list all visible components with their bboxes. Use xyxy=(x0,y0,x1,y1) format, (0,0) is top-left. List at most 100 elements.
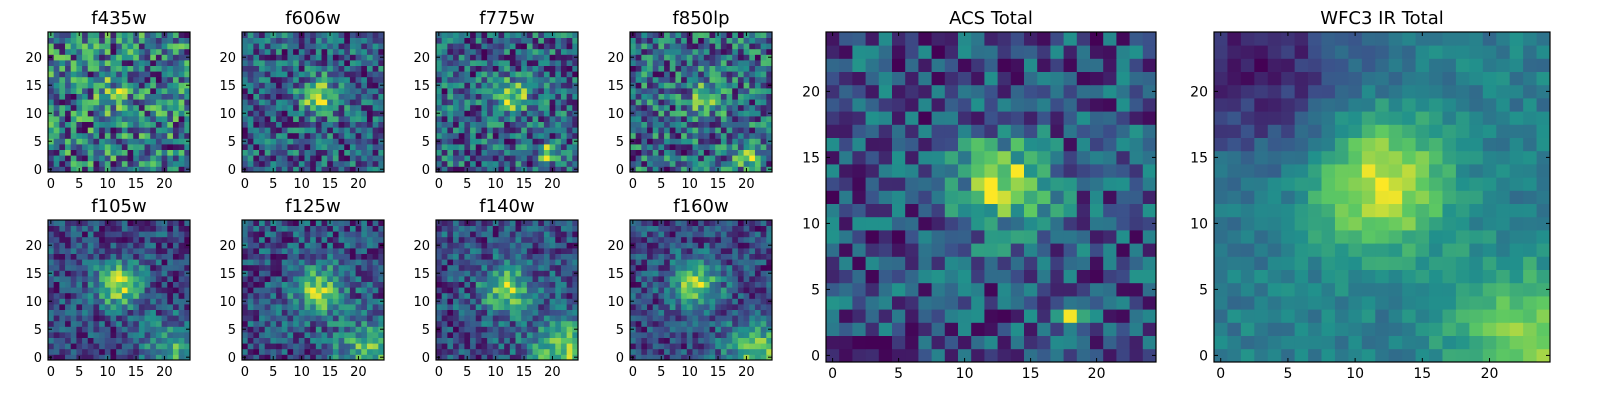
heatmap-cell xyxy=(293,99,300,106)
heatmap-cell xyxy=(264,270,271,277)
heatmap-cell xyxy=(447,160,454,167)
heatmap-cell xyxy=(498,292,505,299)
heatmap-cell xyxy=(315,43,322,50)
heatmap-cell xyxy=(116,116,123,122)
heatmap-cell xyxy=(270,104,277,111)
heatmap-cell xyxy=(304,127,311,134)
heatmap-cell xyxy=(150,155,157,162)
heatmap-cell xyxy=(327,332,334,338)
heatmap-cell xyxy=(698,54,705,61)
heatmap-cell xyxy=(87,236,94,243)
heatmap-cell xyxy=(658,54,665,61)
heatmap-cell xyxy=(150,32,157,38)
heatmap-cell xyxy=(253,309,260,316)
heatmap-cell xyxy=(178,248,185,254)
heatmap-cell xyxy=(549,270,556,277)
heatmap-cell xyxy=(555,343,562,350)
heatmap-cell xyxy=(532,354,539,361)
heatmap-cell xyxy=(458,337,465,344)
heatmap-cell xyxy=(681,110,688,117)
heatmap-cell xyxy=(310,138,317,145)
heatmap-cell xyxy=(304,220,311,226)
heatmap-cell xyxy=(138,354,145,361)
heatmap-cell xyxy=(293,76,300,83)
heatmap-cell xyxy=(242,231,249,238)
heatmap-cell xyxy=(138,298,145,305)
heatmap-cell xyxy=(681,71,688,78)
heatmap-cell xyxy=(338,248,345,254)
heatmap-cell xyxy=(65,76,72,83)
heatmap-cell xyxy=(99,54,106,61)
heatmap-cell xyxy=(253,348,260,355)
heatmap-cell xyxy=(464,248,471,254)
heatmap-cell xyxy=(138,104,145,111)
heatmap-cell xyxy=(441,104,448,111)
heatmap-cell xyxy=(327,54,334,61)
heatmap-cell xyxy=(715,281,722,288)
heatmap-cell xyxy=(436,60,443,66)
heatmap-cell xyxy=(59,82,66,89)
heatmap-cell xyxy=(315,155,322,162)
heatmap-cell xyxy=(526,54,533,61)
heatmap-cell xyxy=(509,93,516,100)
heatmap-cell xyxy=(681,104,688,111)
heatmap-cell xyxy=(76,225,83,232)
heatmap-cell xyxy=(635,149,642,156)
heatmap-cell xyxy=(378,121,385,128)
heatmap-cell xyxy=(116,65,123,72)
heatmap-cell xyxy=(436,236,443,243)
heatmap-cell xyxy=(526,110,533,117)
heatmap-cell xyxy=(110,71,117,78)
heatmap-cell xyxy=(566,82,573,89)
heatmap-cell xyxy=(635,110,642,117)
heatmap-cell xyxy=(298,348,305,355)
heatmap-cell xyxy=(298,304,305,310)
heatmap-cell xyxy=(242,65,249,72)
heatmap-cell xyxy=(361,242,368,249)
heatmap-cell xyxy=(504,320,511,327)
heatmap-cell xyxy=(76,132,83,139)
heatmap-cell xyxy=(378,287,385,294)
heatmap-cell xyxy=(344,155,351,162)
heatmap-cell xyxy=(726,326,733,333)
heatmap-cell xyxy=(321,88,328,94)
heatmap-cell xyxy=(715,54,722,61)
heatmap-cell xyxy=(270,48,277,55)
heatmap-cell xyxy=(532,99,539,106)
heatmap-cell xyxy=(560,149,568,156)
heatmap-cell xyxy=(652,315,659,322)
heatmap-cell xyxy=(366,343,374,350)
heatmap-cell xyxy=(349,48,356,55)
heatmap-cell xyxy=(481,144,488,150)
heatmap-cell xyxy=(344,99,351,106)
heatmap-cell xyxy=(155,315,162,322)
heatmap-cell xyxy=(310,343,317,350)
heatmap-cell xyxy=(549,60,556,66)
heatmap-cell xyxy=(65,99,72,106)
heatmap-cell xyxy=(315,270,322,277)
heatmap-cell xyxy=(555,326,562,333)
heatmap-cell xyxy=(515,320,522,327)
heatmap-cell xyxy=(447,337,454,344)
heatmap-cell xyxy=(349,343,356,350)
heatmap-cell xyxy=(150,259,157,266)
y-tick-label: 20 xyxy=(413,239,430,254)
heatmap-cell xyxy=(526,264,533,271)
heatmap-cell xyxy=(743,298,750,305)
heatmap-cell xyxy=(121,104,128,111)
heatmap-cell xyxy=(555,121,562,128)
heatmap-cell xyxy=(332,304,339,310)
heatmap-cell xyxy=(743,292,750,299)
heatmap-cell xyxy=(566,304,573,310)
heatmap-cell xyxy=(652,99,659,106)
heatmap-cell xyxy=(549,54,556,61)
heatmap-cell xyxy=(664,54,671,61)
heatmap-cell xyxy=(630,160,637,167)
heatmap-cell xyxy=(436,155,443,162)
heatmap-cell xyxy=(709,104,716,111)
heatmap-cell xyxy=(332,76,339,83)
heatmap-cell xyxy=(304,236,311,243)
heatmap-cell xyxy=(509,65,516,72)
heatmap-cell xyxy=(315,138,322,145)
heatmap-cell xyxy=(133,242,140,249)
